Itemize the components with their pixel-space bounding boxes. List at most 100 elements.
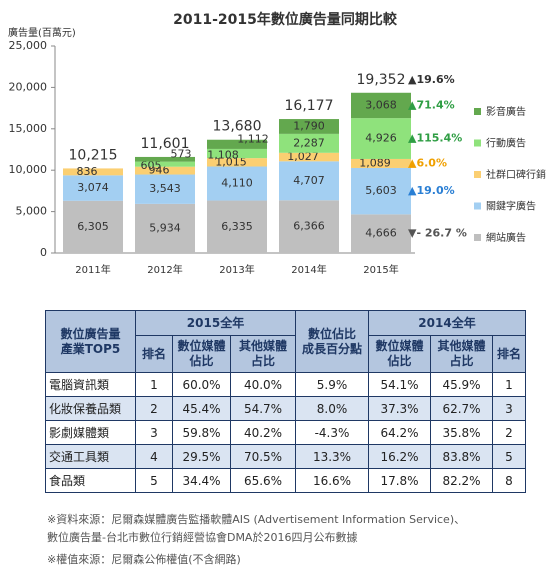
y-tick-label: 20,000	[9, 80, 48, 93]
y-tick-label: 5,000	[16, 205, 48, 218]
bar-segment	[279, 152, 339, 162]
growth-label: ▼- 26.7 %	[408, 227, 467, 240]
bar-segment	[135, 166, 195, 175]
bar-segment	[351, 167, 411, 215]
bar-segment	[135, 161, 195, 167]
data-label: 2,287	[293, 136, 325, 149]
total-label: 13,680	[213, 119, 262, 135]
table-cell: 3	[135, 420, 173, 445]
header-cell: 其他媒體 占比	[430, 335, 493, 373]
bar-segment	[207, 148, 267, 159]
legend-label: 影音廣告	[486, 105, 526, 118]
data-label: 573	[171, 147, 192, 160]
header-cell: 數位媒體 佔比	[172, 335, 231, 373]
data-label: 3,068	[365, 98, 397, 111]
table-cell: 食品類	[45, 468, 136, 493]
bar-segment	[279, 119, 339, 134]
header-cell: 其他媒體 占比	[230, 335, 296, 373]
data-label: 605	[141, 159, 162, 172]
table-cell: 62.7%	[430, 396, 493, 421]
table-row: 食品類 5 34.4% 65.6% 16.6% 17.8% 82.2% 8	[45, 468, 526, 493]
table-cell: 16.6%	[295, 468, 369, 493]
x-tick-label: 2012年	[147, 263, 182, 276]
total-label: 19,352	[357, 72, 406, 88]
legend-swatch	[474, 202, 481, 210]
data-label: 1,112	[237, 132, 269, 145]
table-cell: 17.8%	[368, 468, 431, 493]
bar-segment	[63, 175, 123, 201]
table-cell: 4	[135, 444, 173, 469]
table-row: 電腦資訊類 1 60.0% 40.0% 5.9% 54.1% 45.9% 1	[45, 372, 526, 397]
table-row: 影劇媒體類 3 59.8% 40.2% -4.3% 64.2% 35.8% 2	[45, 420, 526, 445]
legend-swatch	[474, 234, 481, 241]
chart: 2011-2015年數位廣告量同期比較 廣告量(百萬元) 0 5,000 10,00…	[8, 11, 546, 276]
data-label: 4,666	[365, 227, 397, 240]
bar-segment	[351, 158, 411, 168]
chart-title: 2011-2015年數位廣告量同期比較	[173, 11, 398, 28]
bar-segment	[207, 139, 267, 149]
data-label: 1,015	[215, 155, 247, 168]
x-tick-label: 2014年	[291, 263, 326, 276]
bar-segment	[207, 166, 267, 201]
footnote: ※權值來源：尼爾森公佈權值(不含網路)	[47, 553, 241, 566]
growth-label: ▲71.4%	[408, 98, 455, 111]
growth-label: ▲19.6%	[408, 73, 455, 86]
header-cell: 數位佔比 成長百分點	[295, 310, 369, 373]
table-cell: 2	[135, 396, 173, 421]
table-cell: 70.5%	[230, 444, 296, 469]
bar-segment	[351, 92, 411, 119]
legend-label: 行動廣告	[486, 137, 526, 150]
bar-segment	[279, 200, 339, 253]
table-cell: 8.0%	[295, 396, 369, 421]
data-label: 5,934	[149, 221, 181, 234]
footnote: ※資料來源：尼爾森媒體廣告監播軟體AIS (Advertisement Info…	[47, 513, 466, 526]
data-label: 836	[77, 165, 98, 178]
bar-segment	[351, 214, 411, 253]
table-cell: 電腦資訊類	[45, 372, 136, 397]
table-cell: 8	[492, 468, 526, 493]
table-cell: 37.3%	[368, 396, 431, 421]
x-tick-label: 2011年	[75, 263, 110, 276]
header-cell: 數位媒體 佔比	[368, 335, 431, 373]
bar-segment	[207, 158, 267, 167]
table-cell: 54.7%	[230, 396, 296, 421]
table-cell: 5	[135, 468, 173, 493]
legend-label: 網站廣告	[486, 231, 526, 244]
table-row: 化妝保養品類 2 45.4% 54.7% 8.0% 37.3% 62.7% 3	[45, 396, 526, 421]
data-table: 數位廣告量 產業TOP5 2015全年 數位佔比 成長百分點 2014全年 排名…	[45, 310, 526, 493]
data-label: 4,707	[293, 174, 325, 187]
header-cell: 排名	[492, 335, 526, 373]
growth-label: ▲19.0%	[408, 184, 455, 197]
table-cell: 16.2%	[368, 444, 431, 469]
table-cell: 34.4%	[172, 468, 231, 493]
data-label: 1,089	[359, 156, 391, 169]
table-cell: -4.3%	[295, 420, 369, 445]
data-label: 4,926	[365, 132, 397, 145]
legend-swatch	[474, 171, 481, 178]
table-cell: 40.0%	[230, 372, 296, 397]
table-cell: 59.8%	[172, 420, 231, 445]
table-cell: 40.2%	[230, 420, 296, 445]
data-label: 1,108	[207, 149, 239, 162]
data-label: 3,074	[77, 181, 109, 194]
header-cell: 2015全年	[135, 310, 296, 336]
table-row: 交通工具類 4 29.5% 70.5% 13.3% 16.2% 83.8% 5	[45, 444, 526, 469]
table-cell: 1	[135, 372, 173, 397]
header-cell: 排名	[135, 335, 173, 373]
table-cell: 45.4%	[172, 396, 231, 421]
data-label: 3,543	[149, 182, 181, 195]
data-label: 946	[149, 164, 170, 177]
bar-segment	[135, 203, 195, 253]
table-cell: 5	[492, 444, 526, 469]
bar-segment	[351, 118, 411, 159]
total-label: 11,601	[141, 136, 190, 152]
bar-segment	[63, 200, 123, 253]
data-label: 4,110	[221, 177, 253, 190]
y-tick-label: 15,000	[9, 122, 48, 135]
total-label: 10,215	[69, 147, 118, 163]
bar-segment	[207, 200, 267, 253]
table-cell: 3	[492, 396, 526, 421]
header-cell: 數位廣告量 產業TOP5	[45, 310, 136, 373]
bar-segment	[135, 156, 195, 162]
header-cell: 2014全年	[368, 310, 526, 336]
